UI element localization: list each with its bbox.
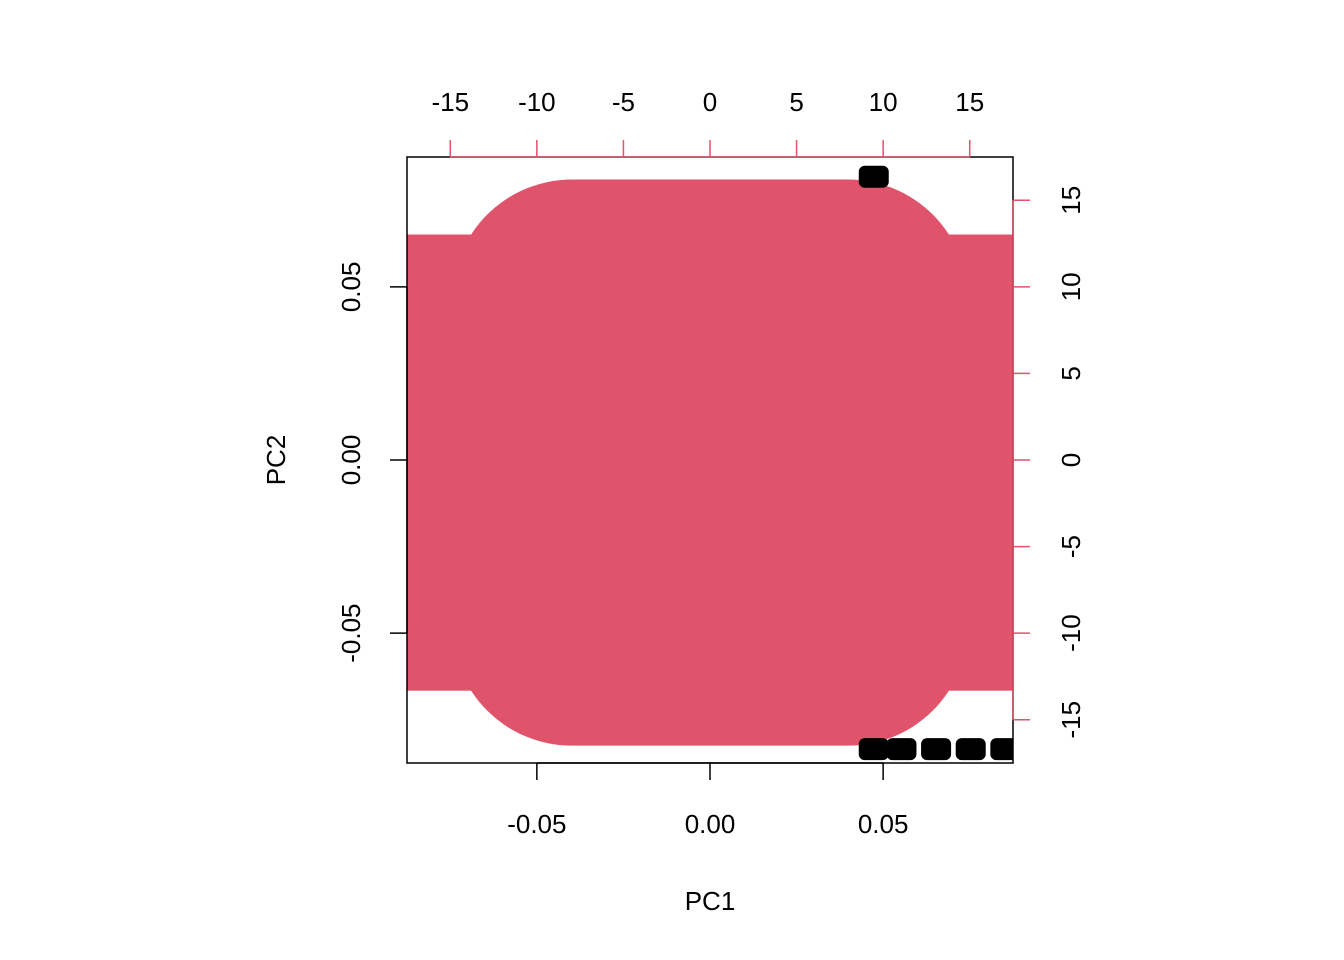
y-axis-title: PC2 <box>261 435 291 486</box>
secondary-y-tick-label: -5 <box>1056 535 1086 558</box>
secondary-y-tick-label: 10 <box>1056 272 1086 301</box>
secondary-x-tick-label: 5 <box>789 87 803 117</box>
secondary-x-tick-label: 10 <box>869 87 898 117</box>
secondary-y-tick-label: -15 <box>1056 701 1086 739</box>
observation-point <box>990 738 1013 761</box>
plot-marks <box>407 165 1013 761</box>
observation-point <box>858 165 889 188</box>
x-axis-title: PC1 <box>685 886 736 916</box>
observation-point <box>955 738 986 761</box>
secondary-x-tick-label: -10 <box>518 87 556 117</box>
observation-point <box>921 738 952 761</box>
secondary-x-tick-label: -15 <box>431 87 469 117</box>
y-tick-label: -0.05 <box>336 604 366 663</box>
secondary-x-tick-label: 0 <box>703 87 717 117</box>
x-tick-label: 0.05 <box>858 809 909 839</box>
y-axis-secondary: -15 -10 -5 0 5 10 15 <box>1012 186 1086 739</box>
secondary-y-tick-label: 15 <box>1056 186 1086 215</box>
secondary-y-tick-label: 5 <box>1056 366 1086 380</box>
x-axis-pc1: -0.05 0.00 0.05 <box>507 762 909 839</box>
secondary-y-tick-label: -10 <box>1056 614 1086 652</box>
observation-point <box>858 738 889 761</box>
variable-label-cloud-core <box>407 234 1013 691</box>
x-tick-label: -0.05 <box>507 809 566 839</box>
y-tick-label: 0.00 <box>336 435 366 486</box>
x-tick-label: 0.00 <box>685 809 736 839</box>
y-tick-label: 0.05 <box>336 262 366 313</box>
secondary-x-tick-label: 15 <box>955 87 984 117</box>
secondary-y-tick-label: 0 <box>1056 453 1086 467</box>
x-axis-secondary: -15 -10 -5 0 5 10 15 <box>431 87 984 158</box>
y-axis-pc2: -0.05 0.00 0.05 <box>336 262 408 663</box>
secondary-x-tick-label: -5 <box>612 87 635 117</box>
observation-point <box>886 738 917 761</box>
